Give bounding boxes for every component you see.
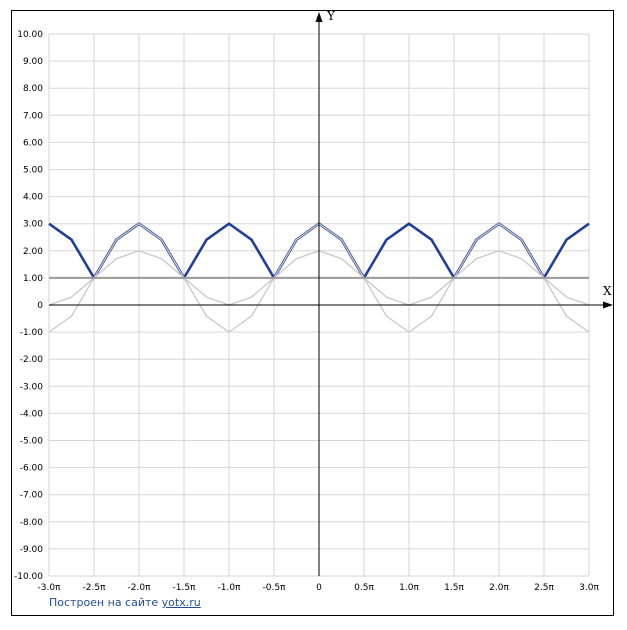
y-tick-label: 5.00 bbox=[23, 166, 43, 176]
x-axis-arrow bbox=[603, 301, 613, 309]
x-tick-label: 3.0π bbox=[579, 583, 599, 593]
y-tick-label: 8.00 bbox=[23, 84, 43, 94]
x-tick-label: 2.0π bbox=[489, 583, 509, 593]
chart-frame bbox=[11, 10, 614, 616]
x-tick-label: 0 bbox=[316, 583, 322, 593]
y-tick-label: -1.00 bbox=[20, 328, 44, 338]
y-tick-label: -4.00 bbox=[20, 409, 44, 419]
y-tick-label: 7.00 bbox=[23, 111, 43, 121]
y-tick-label: 1.00 bbox=[23, 274, 43, 284]
y-tick-label: -8.00 bbox=[20, 518, 44, 528]
x-tick-label: 1.5π bbox=[444, 583, 464, 593]
credit-text: Построен на сайте bbox=[49, 596, 159, 609]
x-axis-label: X bbox=[603, 284, 612, 298]
y-axis-arrow bbox=[315, 12, 323, 22]
y-tick-label: 4.00 bbox=[23, 193, 43, 203]
y-tick-label: -7.00 bbox=[20, 491, 44, 501]
site-credit: Построен на сайте yotx.ru bbox=[49, 596, 201, 609]
y-tick-label: 0 bbox=[37, 301, 43, 311]
y-tick-label: 10.00 bbox=[17, 30, 43, 40]
x-tick-label: -3.0π bbox=[38, 583, 62, 593]
y-tick-label: 6.00 bbox=[23, 138, 43, 148]
y-tick-label: -6.00 bbox=[20, 464, 44, 474]
x-tick-label: 2.5π bbox=[534, 583, 554, 593]
yotx-link[interactable]: yotx.ru bbox=[161, 596, 201, 609]
x-tick-label: -0.5π bbox=[263, 583, 287, 593]
x-tick-label: 1.0π bbox=[399, 583, 419, 593]
y-tick-label: 9.00 bbox=[23, 57, 43, 67]
y-tick-label: -9.00 bbox=[20, 545, 44, 555]
y-tick-label: -10.00 bbox=[14, 572, 43, 582]
x-tick-label: -2.5π bbox=[83, 583, 107, 593]
x-tick-label: -1.5π bbox=[173, 583, 197, 593]
x-tick-label: 0.5π bbox=[354, 583, 374, 593]
y-tick-label: 3.00 bbox=[23, 220, 43, 230]
y-axis-label: Y bbox=[326, 9, 336, 23]
y-tick-label: -2.00 bbox=[20, 355, 44, 365]
y-tick-label: -5.00 bbox=[20, 437, 44, 447]
y-tick-label: -3.00 bbox=[20, 382, 44, 392]
x-tick-label: -1.0π bbox=[218, 583, 242, 593]
y-tick-label: 2.00 bbox=[23, 247, 43, 257]
x-tick-label: -2.0π bbox=[128, 583, 152, 593]
